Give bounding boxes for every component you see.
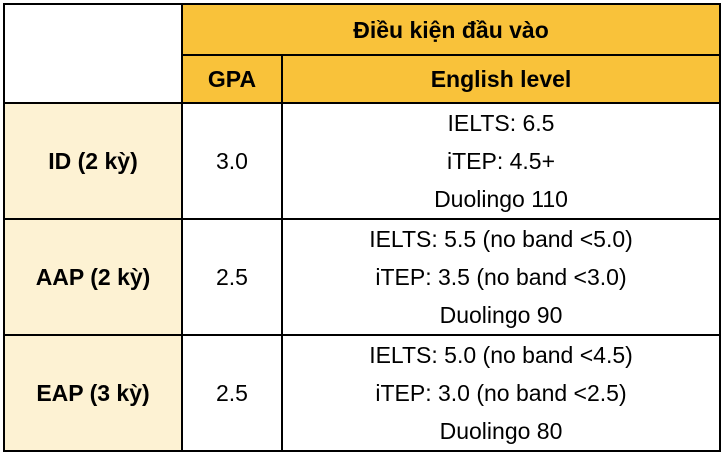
english-requirement-line: Duolingo 90: [439, 302, 563, 328]
english-level-header: English level: [281, 54, 721, 104]
gpa-cell: 3.0: [181, 102, 283, 220]
corner-cell: [3, 3, 183, 104]
english-requirement-line: IELTS: 6.5: [447, 110, 555, 136]
gpa-cell: 2.5: [181, 218, 283, 336]
table-row: EAP (3 kỳ) 2.5 IELTS: 5.0 (no band <4.5)…: [3, 334, 721, 452]
english-requirement-line: iTEP: 3.0 (no band <2.5): [375, 380, 627, 406]
admission-requirements-table: Điều kiện đầu vào GPA English level ID (…: [3, 3, 721, 452]
english-requirement-line: IELTS: 5.5 (no band <5.0): [369, 226, 633, 252]
english-requirement-line: Duolingo 110: [434, 186, 568, 212]
table-row: ID (2 kỳ) 3.0 IELTS: 6.5 iTEP: 4.5+ Duol…: [3, 102, 721, 220]
header-row-group: Điều kiện đầu vào: [3, 3, 721, 104]
english-level-cell: IELTS: 5.5 (no band <5.0) iTEP: 3.5 (no …: [281, 218, 721, 336]
gpa-header: GPA: [181, 54, 283, 104]
english-requirement-line: iTEP: 3.5 (no band <3.0): [375, 264, 627, 290]
english-requirement-line: Duolingo 80: [439, 418, 563, 444]
header-row-columns: GPA English level: [4, 54, 721, 104]
gpa-cell: 2.5: [181, 334, 283, 452]
english-requirement-line: iTEP: 4.5+: [446, 148, 556, 174]
english-level-cell: IELTS: 5.0 (no band <4.5) iTEP: 3.0 (no …: [281, 334, 721, 452]
program-cell: ID (2 kỳ): [3, 102, 183, 220]
english-level-cell: IELTS: 6.5 iTEP: 4.5+ Duolingo 110: [281, 102, 721, 220]
program-cell: EAP (3 kỳ): [3, 334, 183, 452]
table-row: AAP (2 kỳ) 2.5 IELTS: 5.5 (no band <5.0)…: [3, 218, 721, 336]
program-cell: AAP (2 kỳ): [3, 218, 183, 336]
entry-requirements-header: Điều kiện đầu vào: [181, 3, 721, 56]
english-requirement-line: IELTS: 5.0 (no band <4.5): [369, 342, 633, 368]
